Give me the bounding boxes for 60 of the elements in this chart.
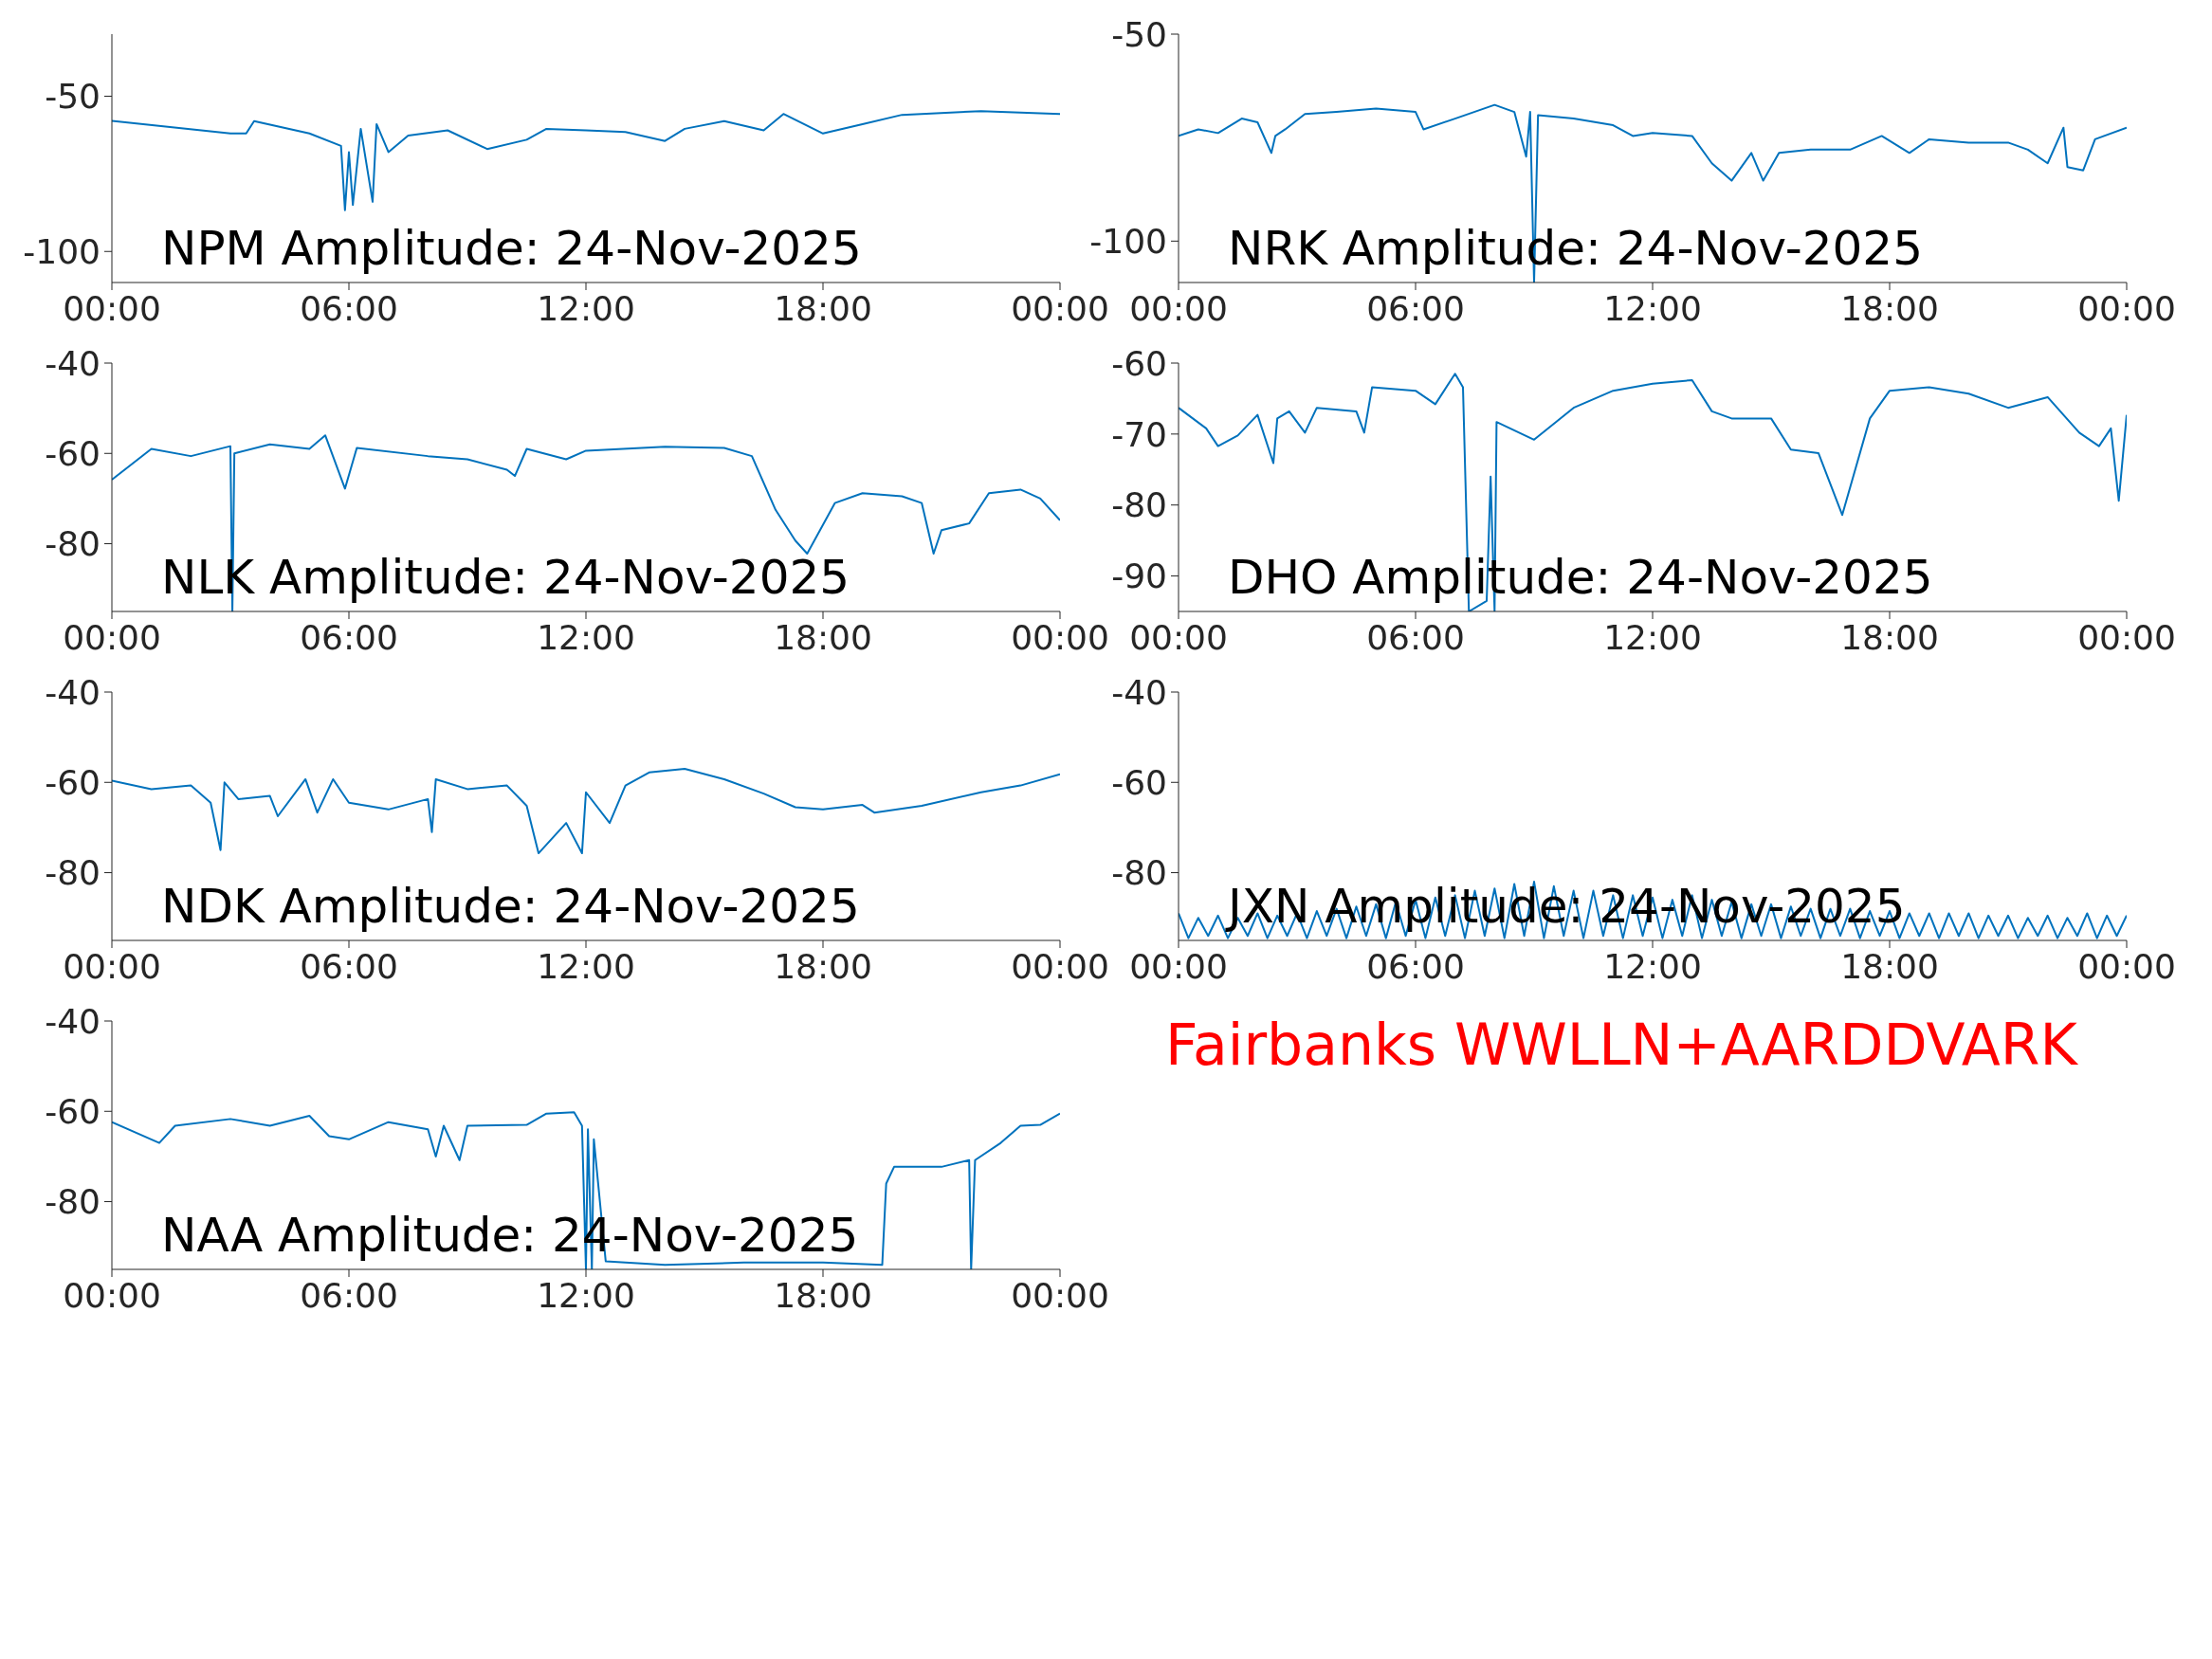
x-tick-label: 00:00 — [63, 946, 161, 986]
x-tick-label: 12:00 — [537, 1275, 635, 1315]
y-tick-label: -40 — [1111, 672, 1167, 712]
x-tick-label: 00:00 — [63, 1275, 161, 1315]
x-tick-label: 00:00 — [2077, 288, 2176, 328]
x-tick-label: 06:00 — [300, 946, 398, 986]
x-tick-label: 12:00 — [537, 617, 635, 657]
y-tick-label: -80 — [45, 1182, 101, 1222]
x-tick-label: 18:00 — [1840, 617, 1939, 657]
y-tick-label: -60 — [45, 763, 101, 803]
line-series — [112, 767, 1060, 855]
x-tick-label: 00:00 — [1011, 946, 1109, 986]
y-tick-label: -90 — [1111, 556, 1167, 596]
x-tick-label: 12:00 — [537, 946, 635, 986]
x-tick-label: 18:00 — [1840, 946, 1939, 986]
y-tick-label: -80 — [1111, 485, 1167, 525]
y-tick-label: -60 — [1111, 763, 1167, 803]
y-tick-label: -80 — [1111, 853, 1167, 893]
text: NPM Amplitude: 24-Nov-2025 — [161, 220, 862, 277]
y-tick-label: -60 — [1111, 343, 1167, 383]
y-tick-label: -100 — [23, 232, 101, 272]
x-tick-label: 18:00 — [774, 617, 872, 657]
x-tick-label: 00:00 — [1129, 946, 1228, 986]
x-tick-label: 12:00 — [1603, 946, 1702, 986]
x-tick-label: 18:00 — [1840, 288, 1939, 328]
y-tick-label: -50 — [45, 77, 101, 117]
x-tick-label: 06:00 — [300, 617, 398, 657]
x-tick-label: 06:00 — [1366, 617, 1465, 657]
x-tick-label: 12:00 — [537, 288, 635, 328]
y-tick-label: -60 — [45, 434, 101, 474]
x-tick-label: 00:00 — [1011, 617, 1109, 657]
y-tick-label: -60 — [45, 1092, 101, 1132]
x-tick-label: 00:00 — [2077, 617, 2176, 657]
y-tick-label: -70 — [1111, 414, 1167, 454]
x-tick-label: 18:00 — [774, 946, 872, 986]
x-tick-label: 00:00 — [1011, 1275, 1109, 1315]
x-tick-label: 18:00 — [774, 1275, 872, 1315]
x-tick-label: 00:00 — [2077, 946, 2176, 986]
y-tick-label: -80 — [45, 524, 101, 564]
line-series — [112, 110, 1060, 211]
x-tick-label: 06:00 — [1366, 946, 1465, 986]
x-tick-label: 12:00 — [1603, 288, 1702, 328]
y-tick-label: -100 — [1089, 222, 1167, 262]
y-tick-label: -40 — [45, 343, 101, 383]
y-tick-label: -50 — [1111, 14, 1167, 54]
text: NDK Amplitude: 24-Nov-2025 — [161, 878, 860, 935]
x-tick-label: 12:00 — [1603, 617, 1702, 657]
y-tick-label: -80 — [45, 853, 101, 893]
x-tick-label: 00:00 — [1129, 288, 1228, 328]
x-tick-label: 06:00 — [300, 288, 398, 328]
x-tick-label: 00:00 — [1011, 288, 1109, 328]
x-tick-label: 06:00 — [300, 1275, 398, 1315]
y-tick-label: -40 — [45, 672, 101, 712]
x-tick-label: 00:00 — [63, 617, 161, 657]
x-tick-label: 18:00 — [774, 288, 872, 328]
text: Fairbanks WWLLN+AARDDVARK — [1165, 1012, 2077, 1078]
x-tick-label: 00:00 — [63, 288, 161, 328]
x-tick-label: 06:00 — [1366, 288, 1465, 328]
x-tick-label: 00:00 — [1129, 617, 1228, 657]
y-tick-label: -40 — [45, 1001, 101, 1041]
